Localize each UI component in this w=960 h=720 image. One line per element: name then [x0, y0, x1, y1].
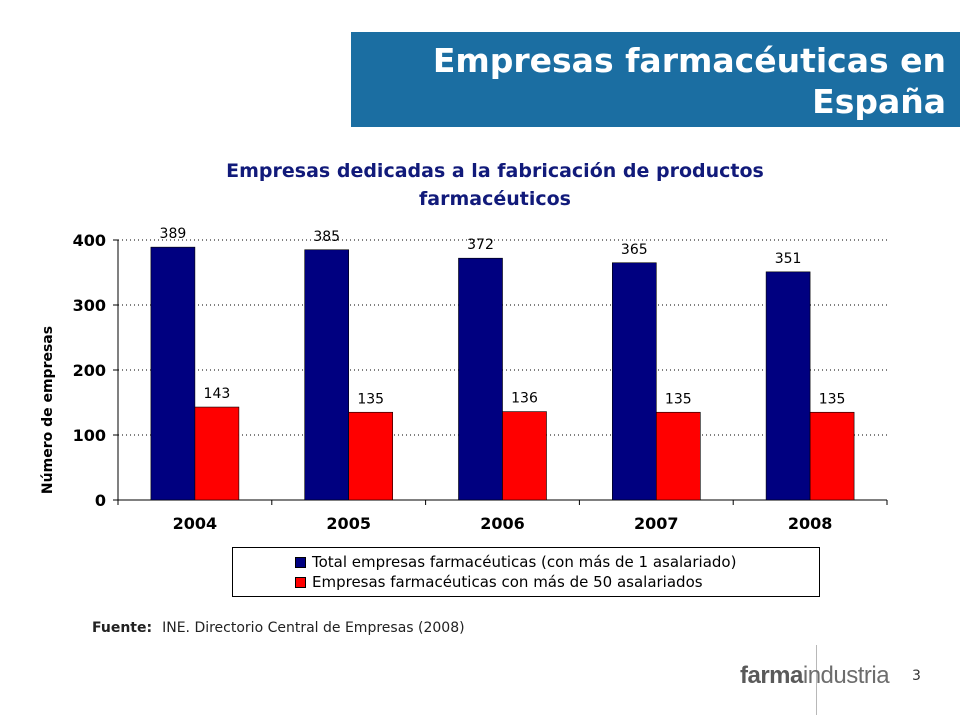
data-label-total-2008: 351: [775, 251, 802, 267]
slide-title-line2: España: [812, 82, 946, 121]
x-tick-label-2004: 2004: [173, 514, 218, 533]
bar-large-2005: [348, 411, 394, 501]
chart-title-line2: farmacéuticos: [419, 188, 571, 210]
y-tick-label-100: 100: [73, 426, 106, 445]
y-tick-label-400: 400: [73, 231, 106, 250]
farmaindustria-logo: farmaindustria: [740, 662, 900, 692]
legend-label-total: Total empresas farmacéuticas (con más de…: [312, 553, 737, 571]
chart-title: Empresas dedicadas a la fabricación de p…: [150, 157, 840, 213]
x-tick-label-2006: 2006: [480, 514, 525, 533]
data-label-large-2005: 135: [357, 391, 384, 407]
legend-label-large: Empresas farmacéuticas con más de 50 asa…: [312, 573, 703, 591]
chart-title-line1: Empresas dedicadas a la fabricación de p…: [226, 160, 764, 182]
bar-large-2007: [655, 411, 701, 501]
bar-total-2008: [765, 271, 811, 501]
data-label-total-2004: 389: [160, 226, 187, 242]
legend-entry-large: Empresas farmacéuticas con más de 50 asa…: [295, 572, 819, 592]
data-label-total-2007: 365: [621, 242, 648, 258]
bar-total-2005: [304, 249, 350, 501]
x-tick-label-2008: 2008: [788, 514, 833, 533]
data-label-total-2005: 385: [313, 229, 340, 245]
data-label-large-2007: 135: [665, 391, 692, 407]
logo-bold-text: farma: [740, 662, 803, 689]
source-label: Fuente:: [92, 620, 153, 636]
slide-title-band: Empresas farmacéuticas en España: [351, 32, 960, 127]
y-tick-label-200: 200: [73, 361, 106, 380]
bar-large-2008: [809, 411, 855, 501]
source-text: INE. Directorio Central de Empresas (200…: [162, 620, 465, 636]
x-tick-label-2005: 2005: [326, 514, 371, 533]
footer-divider: [816, 645, 817, 715]
data-label-large-2008: 135: [819, 391, 846, 407]
page-number: 3: [912, 668, 921, 684]
data-label-total-2006: 372: [467, 237, 494, 253]
bar-total-2007: [611, 262, 657, 501]
legend-swatch-large: [295, 576, 306, 588]
y-tick-label-0: 0: [95, 491, 106, 510]
data-label-large-2006: 136: [511, 391, 538, 407]
chart-legend: Total empresas farmacéuticas (con más de…: [232, 547, 820, 597]
y-axis-title: Número de empresas: [40, 326, 56, 494]
legend-swatch-total: [295, 556, 306, 568]
y-tick-label-300: 300: [73, 296, 106, 315]
data-label-large-2004: 143: [204, 386, 231, 402]
bar-total-2004: [150, 246, 196, 501]
bar-large-2004: [194, 406, 240, 501]
bar-total-2006: [458, 257, 503, 501]
slide-title-line1: Empresas farmacéuticas en: [432, 41, 946, 80]
bar-large-2006: [502, 411, 547, 501]
source-note: Fuente: INE. Directorio Central de Empres…: [92, 620, 465, 636]
logo-light-text: industria: [802, 662, 890, 689]
x-tick-label-2007: 2007: [634, 514, 679, 533]
legend-entry-total: Total empresas farmacéuticas (con más de…: [295, 552, 819, 572]
